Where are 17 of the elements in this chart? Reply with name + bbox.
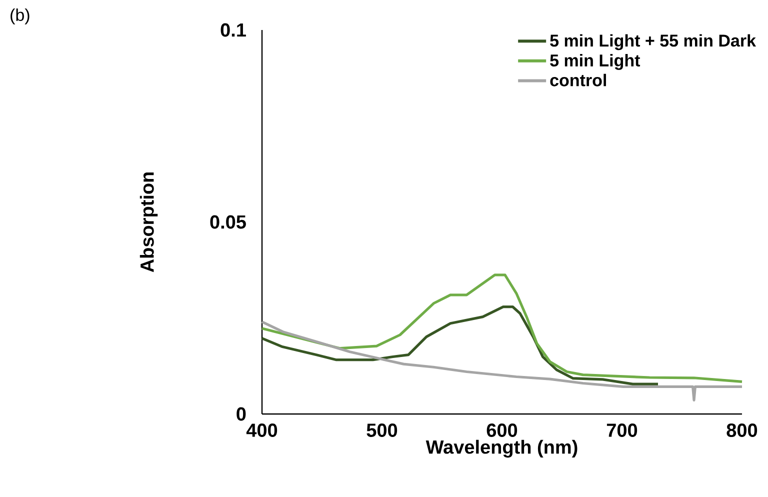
x-axis-title: Wavelength (nm) <box>426 440 578 458</box>
y-tick-label: 0 <box>236 407 246 421</box>
line-series <box>260 320 744 402</box>
y-tick-label: 0.05 <box>210 215 246 229</box>
x-tick-label: 700 <box>606 424 638 437</box>
y-axis-title: Absorption <box>140 172 158 272</box>
text: (b) <box>10 8 30 24</box>
y-tick-label: 0.1 <box>220 23 246 37</box>
legend-label: control <box>550 74 606 86</box>
x-tick-label: 400 <box>246 424 278 437</box>
x-tick-label: 500 <box>366 424 398 437</box>
line-series <box>260 306 660 386</box>
legend-label: 5 min Light <box>550 54 640 70</box>
x-tick-label: 800 <box>726 424 758 437</box>
legend-label: 5 min Light + 55 min Dark <box>550 34 756 50</box>
line-series <box>260 274 744 384</box>
x-tick-label: 600 <box>486 424 518 437</box>
